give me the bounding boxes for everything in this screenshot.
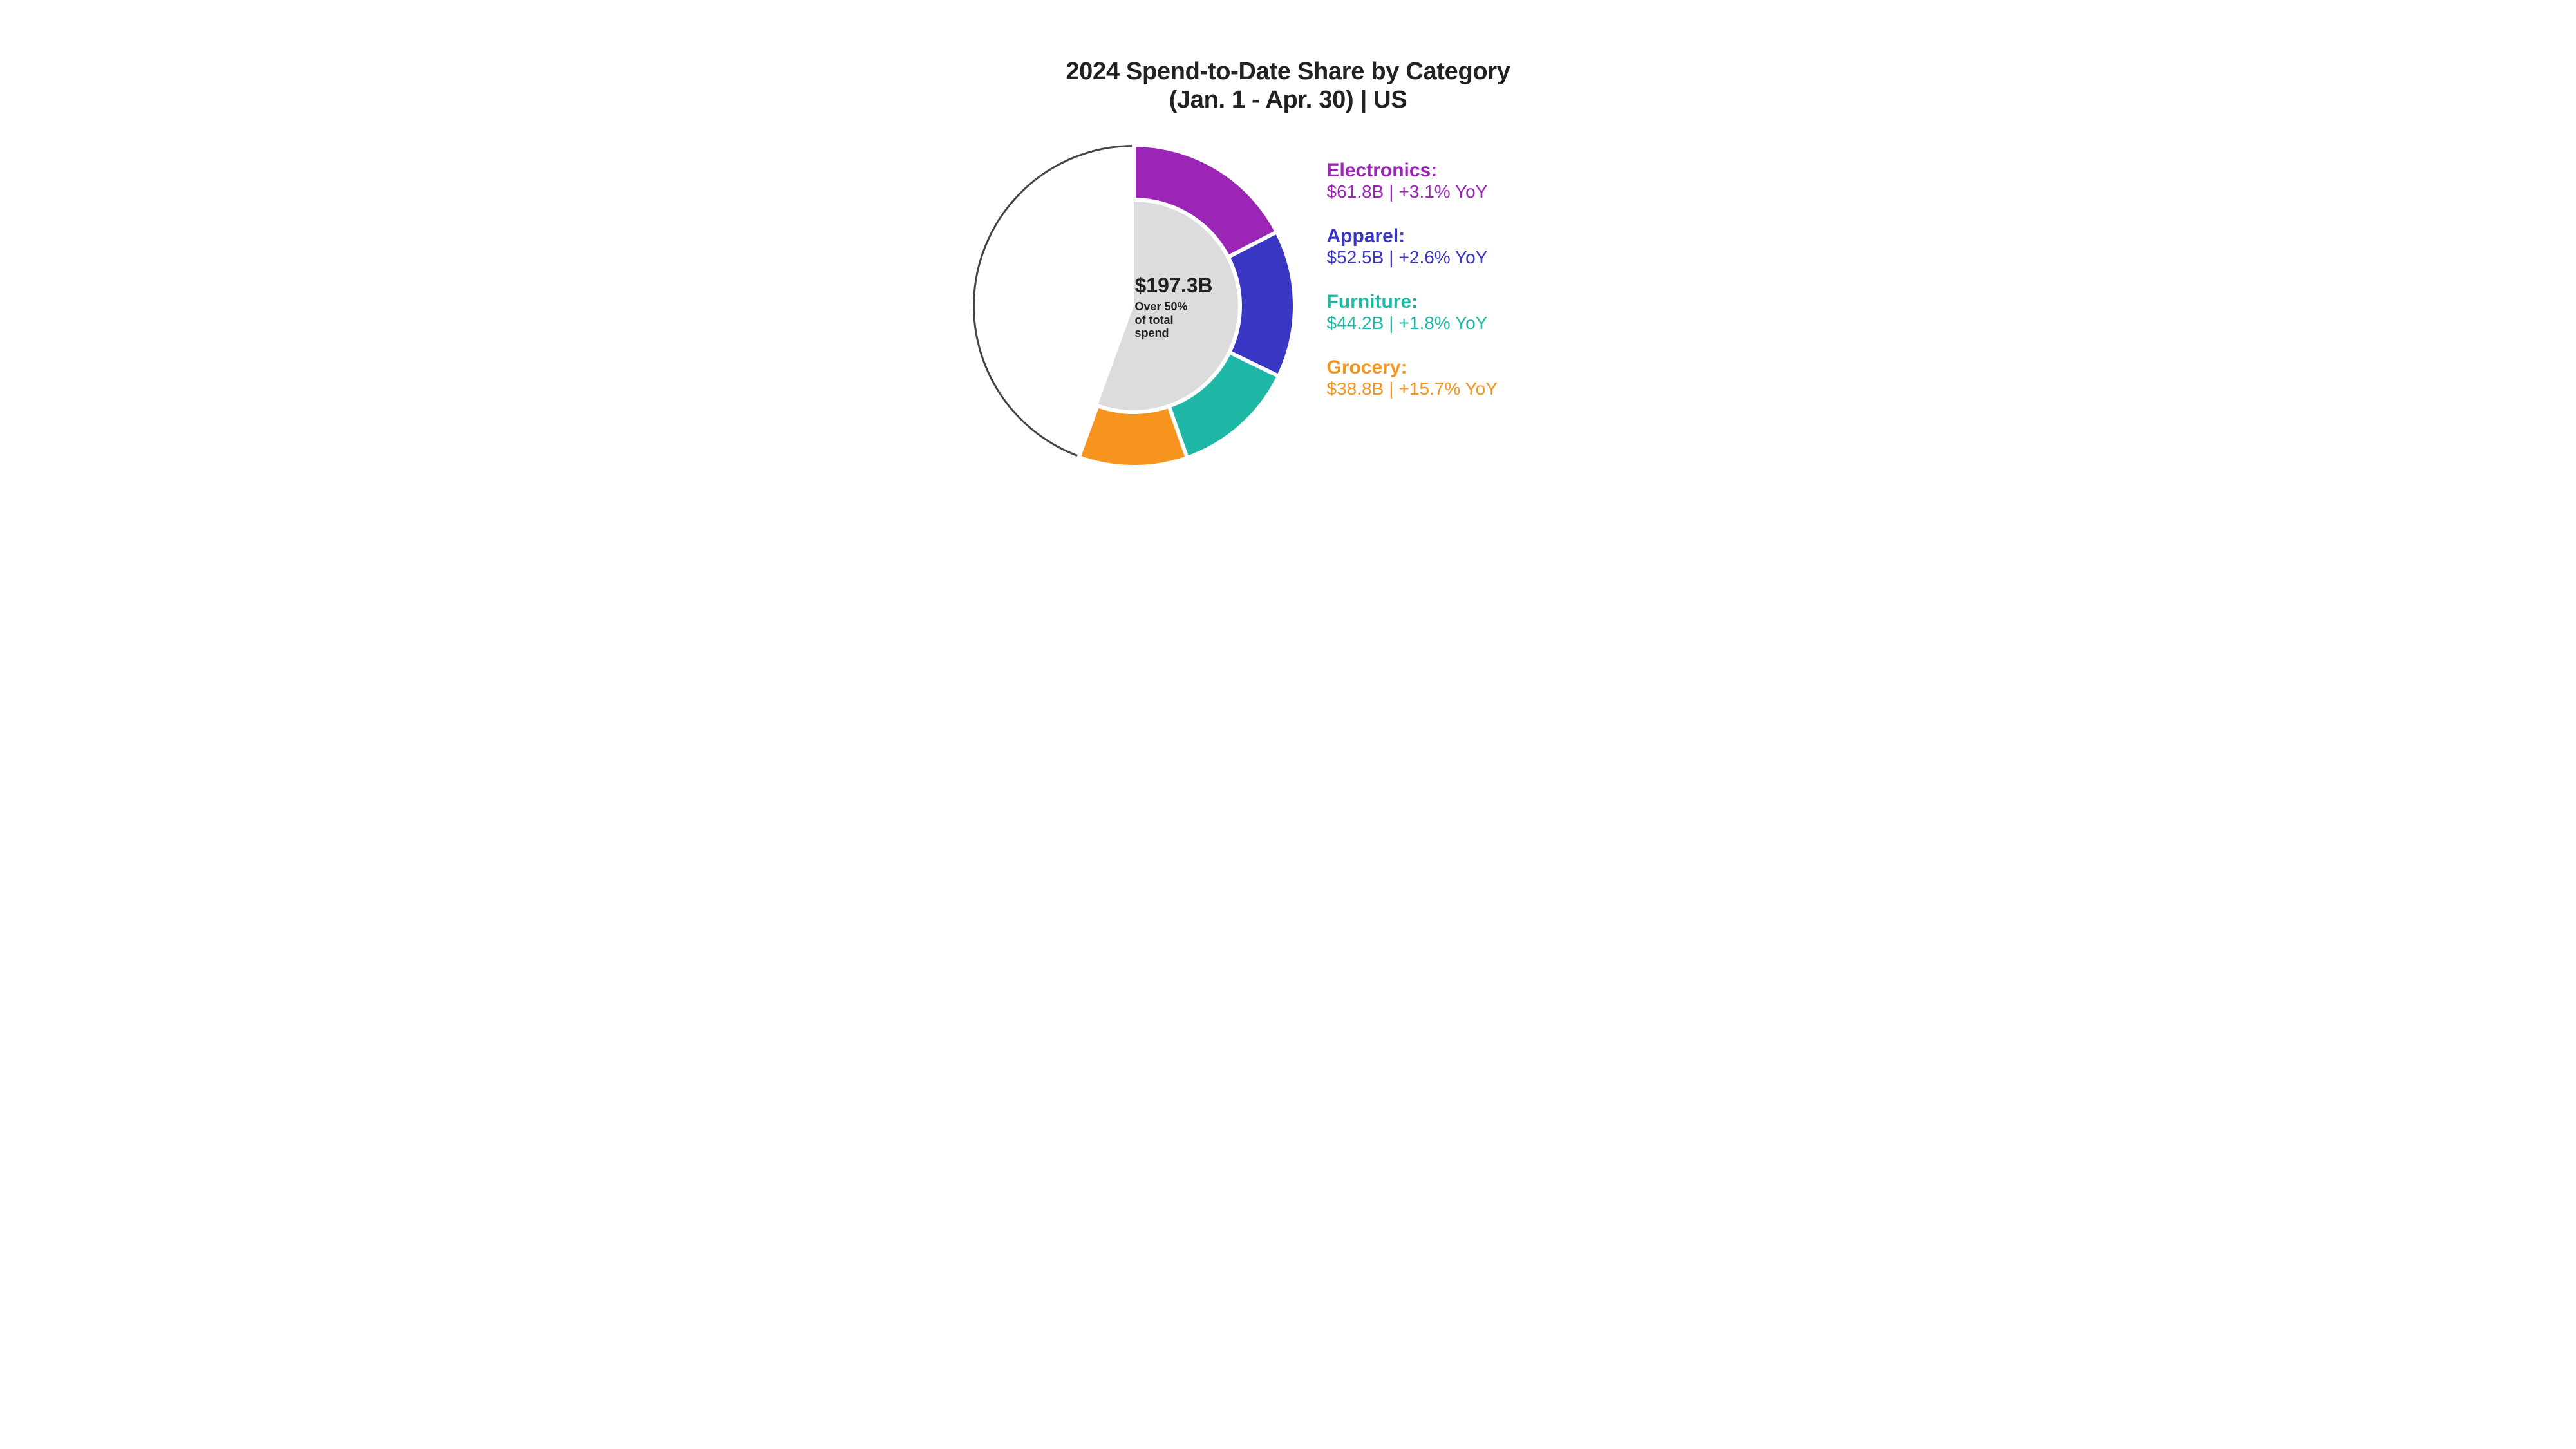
legend-label: Grocery: [1327, 357, 1649, 379]
legend-amount: $38.8B [1327, 379, 1384, 399]
legend-yoy: +15.7% YoY [1399, 379, 1498, 399]
chart-title: 2024 Spend-to-Date Share by Category (Ja… [805, 58, 1771, 114]
donut-center-label: $197.3B Over 50% of total spend [1135, 274, 1251, 340]
legend-separator: | [1384, 379, 1398, 399]
legend-value: $61.8B|+3.1% YoY [1327, 182, 1649, 202]
legend-label: Furniture: [1327, 291, 1649, 313]
legend-amount: $52.5B [1327, 247, 1384, 267]
legend-value: $52.5B|+2.6% YoY [1327, 247, 1649, 268]
legend-amount: $61.8B [1327, 182, 1384, 202]
legend-value: $38.8B|+15.7% YoY [1327, 379, 1649, 399]
legend-value: $44.2B|+1.8% YoY [1327, 313, 1649, 334]
legend-yoy: +1.8% YoY [1399, 313, 1488, 333]
infographic-stage: 2024 Spend-to-Date Share by Category (Ja… [805, 0, 1771, 544]
title-line-1: 2024 Spend-to-Date Share by Category [805, 58, 1771, 86]
legend-item-electronics: Electronics:$61.8B|+3.1% YoY [1327, 160, 1649, 202]
legend-separator: | [1384, 313, 1398, 334]
legend-separator: | [1384, 182, 1398, 202]
legend-item-furniture: Furniture:$44.2B|+1.8% YoY [1327, 291, 1649, 334]
legend-yoy: +2.6% YoY [1399, 247, 1488, 267]
legend-label: Electronics: [1327, 160, 1649, 182]
legend-separator: | [1384, 247, 1398, 268]
legend-label: Apparel: [1327, 225, 1649, 247]
legend-item-apparel: Apparel:$52.5B|+2.6% YoY [1327, 225, 1649, 268]
legend-item-grocery: Grocery:$38.8B|+15.7% YoY [1327, 357, 1649, 399]
center-total: $197.3B [1135, 274, 1251, 298]
legend: Electronics:$61.8B|+3.1% YoYApparel:$52.… [1327, 160, 1649, 422]
legend-yoy: +3.1% YoY [1399, 182, 1488, 202]
center-subtext: Over 50% of total spend [1135, 300, 1251, 340]
slice-grocery [1078, 406, 1187, 467]
donut-chart: $197.3B Over 50% of total spend [973, 145, 1295, 467]
title-line-2: (Jan. 1 - Apr. 30) | US [805, 86, 1771, 115]
legend-amount: $44.2B [1327, 313, 1384, 333]
